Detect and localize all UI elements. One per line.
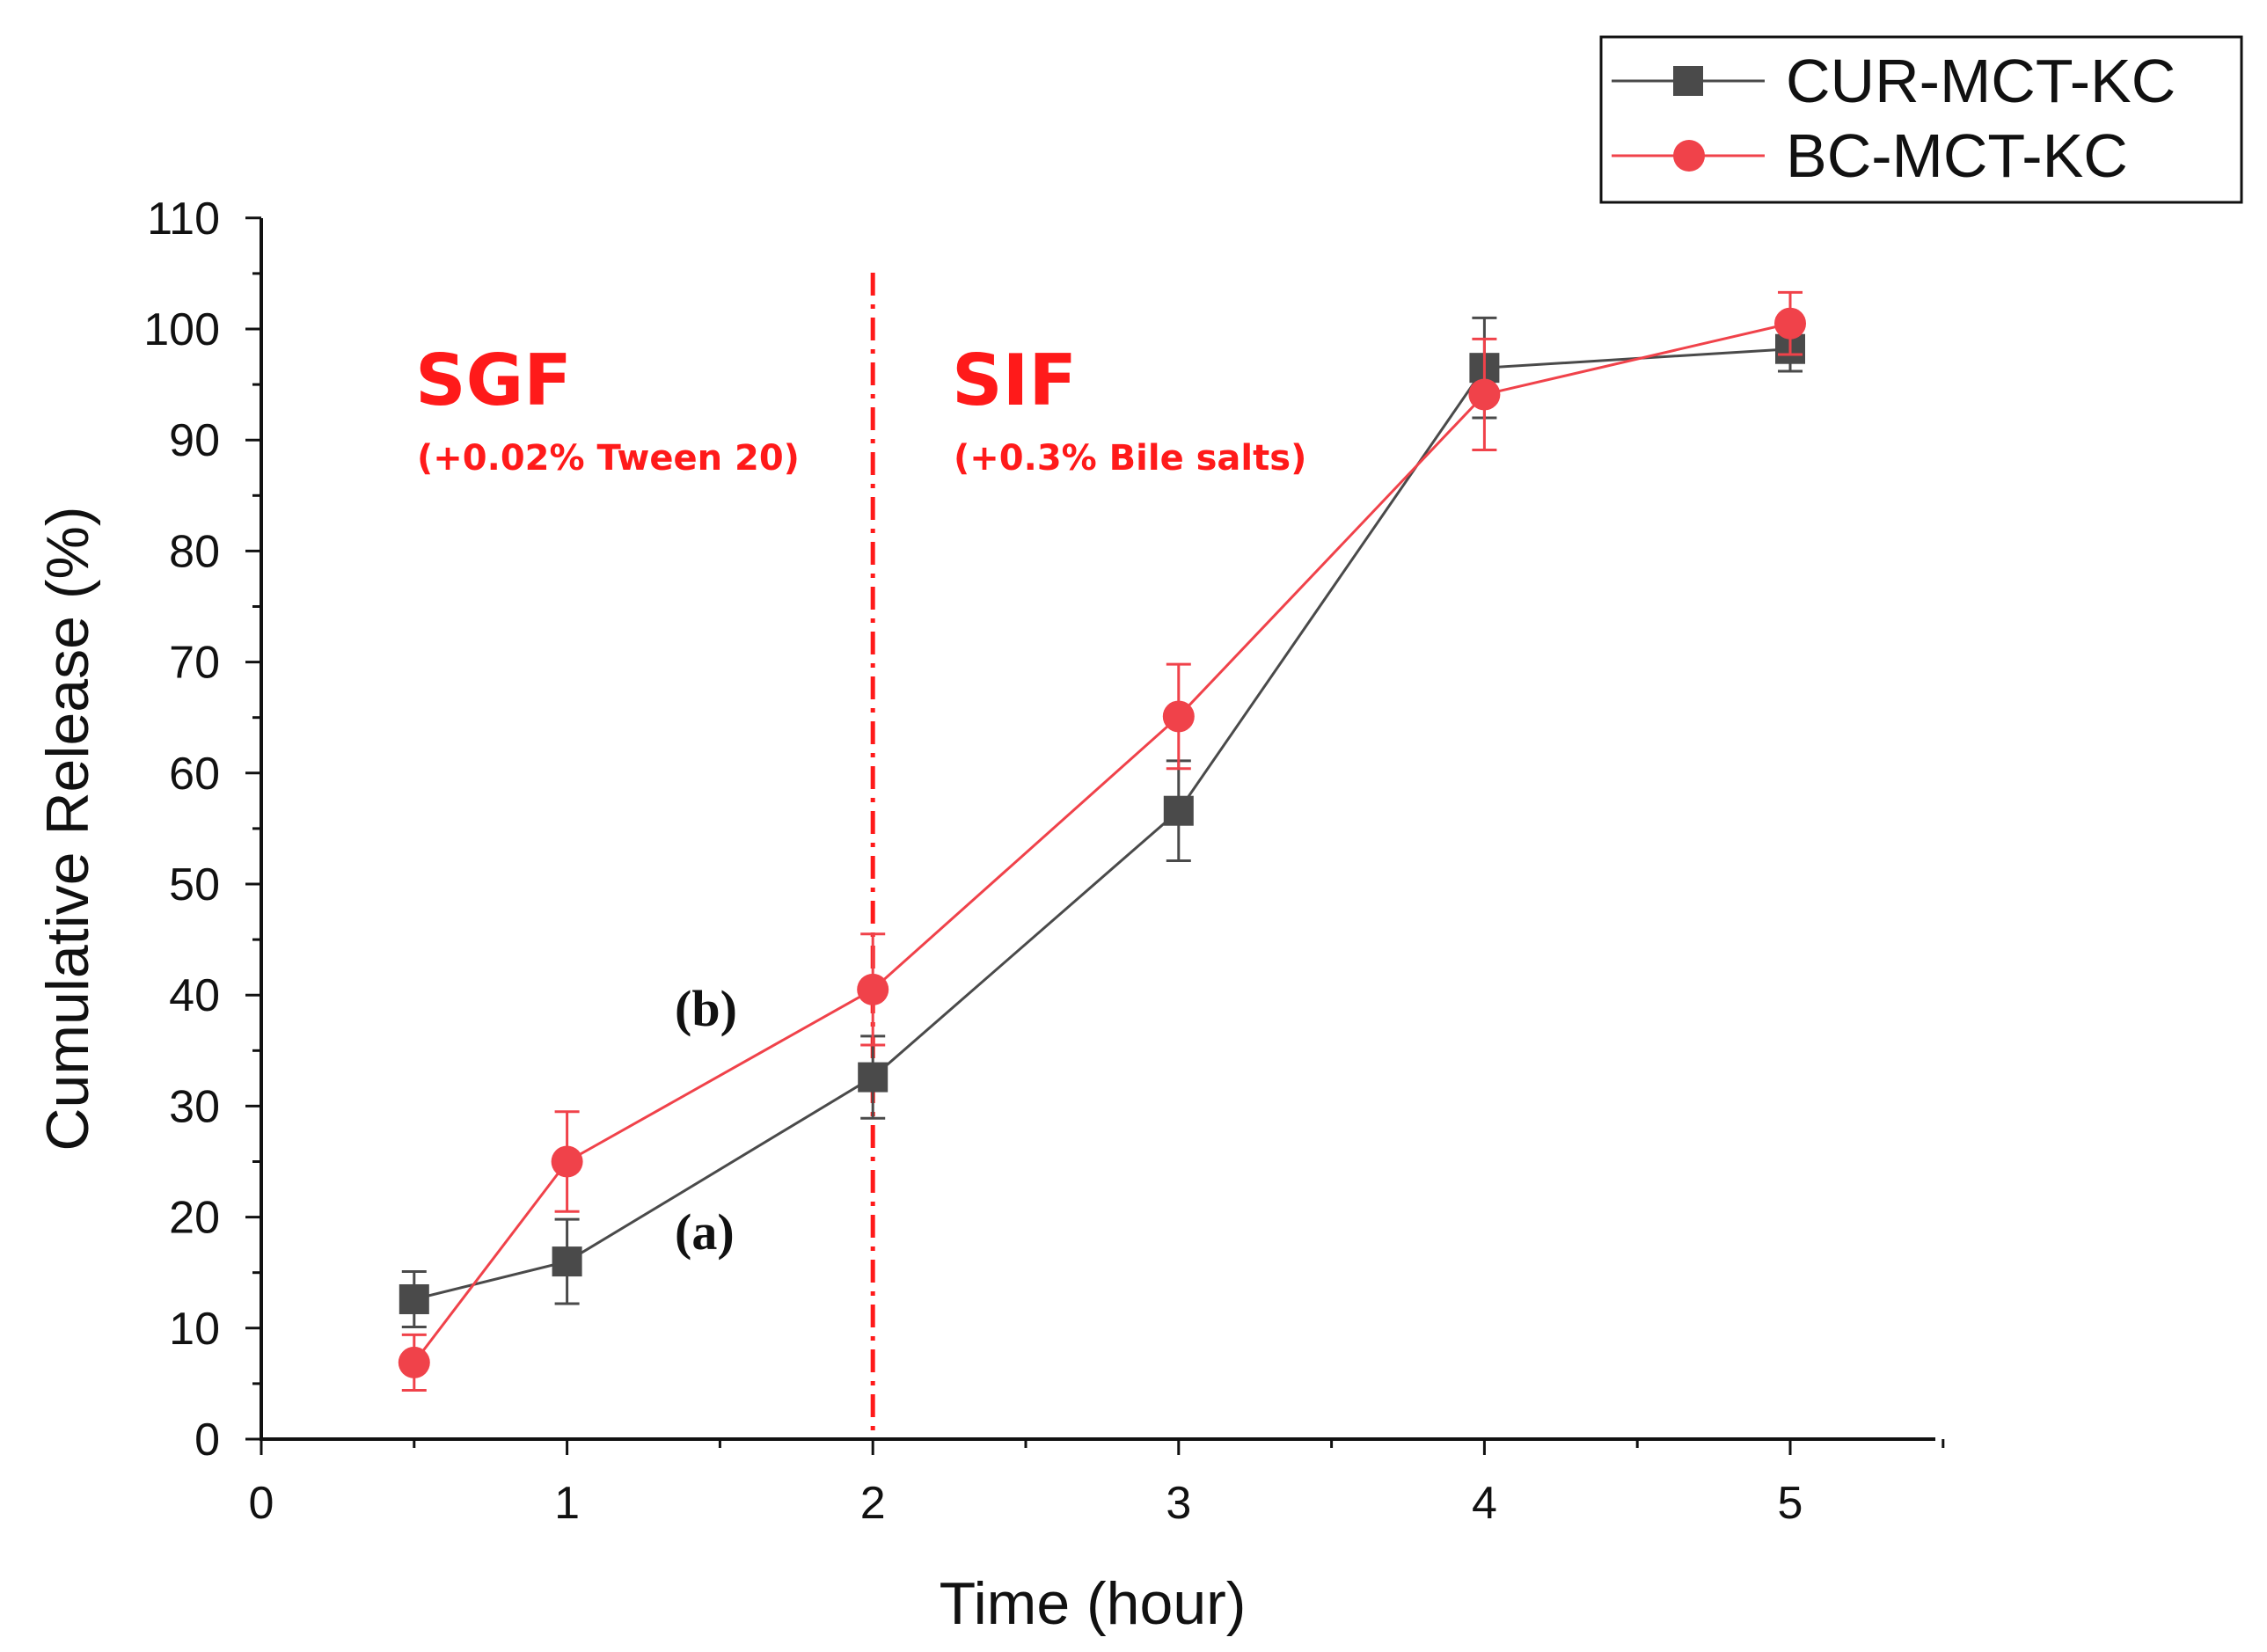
data-point <box>1162 700 1195 733</box>
y-tick-label: 0 <box>194 1414 220 1466</box>
y-tick-label: 20 <box>169 1193 220 1244</box>
y-tick-label: 90 <box>169 415 220 466</box>
y-ticks: 0 10 20 30 40 50 60 70 80 90 100 110 <box>143 194 261 1466</box>
y-tick-label: 110 <box>147 194 220 245</box>
data-point <box>552 1246 582 1277</box>
x-tick-label: 3 <box>1166 1478 1191 1529</box>
data-point <box>1774 307 1806 340</box>
legend-label-bc: BC-MCT-KC <box>1786 121 2128 190</box>
y-tick-label: 30 <box>169 1081 220 1132</box>
series-line <box>413 347 1791 1301</box>
y-tick-label: 50 <box>169 859 220 910</box>
sgf-title: SGF <box>415 340 572 421</box>
data-point <box>857 973 889 1005</box>
y-tick-label: 100 <box>143 304 220 355</box>
data-point <box>858 1062 889 1093</box>
legend: CUR-MCT-KC BC-MCT-KC <box>1599 35 2243 204</box>
x-tick-label: 4 <box>1472 1478 1497 1529</box>
x-tick-label: 2 <box>860 1478 886 1529</box>
series-layer <box>398 290 1806 1392</box>
sif-subtitle: (+0.3% Bile salts) <box>954 438 1306 479</box>
data-point <box>551 1145 583 1178</box>
x-axis-title: Time (hour) <box>940 1570 1247 1637</box>
x-tick-label: 0 <box>249 1478 274 1529</box>
series-line <box>413 322 1791 1363</box>
y-tick-label: 10 <box>169 1304 220 1355</box>
legend-marker-bc <box>1673 140 1705 172</box>
legend-label-cur: CUR-MCT-KC <box>1786 47 2176 115</box>
sif-title: SIF <box>952 340 1077 421</box>
y-tick-label: 40 <box>169 970 220 1021</box>
y-tick-label: 60 <box>169 749 220 800</box>
data-point <box>1468 378 1501 411</box>
series-BC-MCT-KC <box>398 290 1806 1392</box>
x-tick-label: 1 <box>554 1478 580 1529</box>
data-point <box>398 1346 430 1378</box>
x-tick-label: 5 <box>1778 1478 1803 1529</box>
legend-marker-cur <box>1673 66 1703 96</box>
data-point <box>1163 795 1194 826</box>
sgf-subtitle: (+0.02% Tween 20) <box>417 438 800 479</box>
curve-label-a: (a) <box>675 1203 735 1261</box>
x-ticks: 0 1 2 3 4 5 <box>249 1439 1945 1529</box>
curve-label-b: (b) <box>675 980 737 1037</box>
legend-box <box>1599 35 2243 204</box>
data-point <box>399 1283 429 1314</box>
y-tick-label: 70 <box>169 638 220 689</box>
y-axis-title: Cumulative Release (%) <box>34 506 101 1151</box>
y-tick-label: 80 <box>169 526 220 577</box>
